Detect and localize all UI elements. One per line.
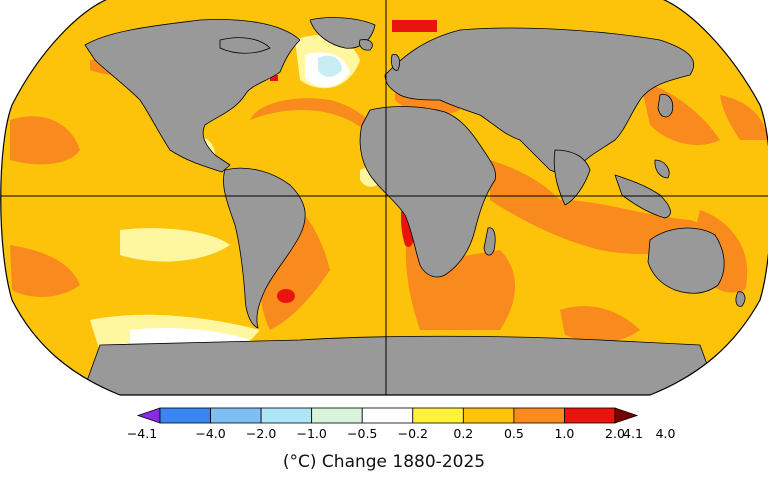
- colorbar-segment: [159, 407, 211, 424]
- colorbar-segment: [361, 407, 414, 424]
- colorbar-segment: [311, 407, 363, 424]
- land: [79, 17, 746, 395]
- colorbar: −4.1 −4.0 −2.0 −1.0 −0.5 −0.2 0.2 0.5 1.0 2.0 4.0 4…: [127, 407, 676, 441]
- colorbar-tick-label: 0.5: [504, 426, 524, 441]
- temperature-change-map: [0, 0, 768, 396]
- colorbar-tick-label: −2.0: [246, 426, 276, 441]
- colorbar-tick-label: 2.0: [605, 426, 625, 441]
- land-africa: [359, 106, 497, 278]
- colorbar-tick-label: 4.0: [656, 426, 676, 441]
- land-australia: [647, 227, 725, 294]
- colorbar-tick-label: 0.2: [453, 426, 473, 441]
- colorbar-tick-label: −0.2: [398, 426, 428, 441]
- colorbar-caption: (°C) Change 1880-2025: [282, 452, 486, 472]
- colorbar-tick-label: −0.5: [347, 426, 377, 441]
- land-arctic-islands: [219, 37, 271, 54]
- colorbar-segment: [513, 407, 565, 424]
- colorbar-segment: [564, 407, 616, 424]
- land-north-america: [84, 19, 301, 173]
- colorbar-extend-low: [136, 407, 161, 424]
- anomaly-paleblue: [318, 55, 342, 77]
- colorbar-extend-high: [614, 407, 639, 424]
- globe-outline: [0, 0, 768, 396]
- land-india: [553, 149, 591, 206]
- colorbar-segment: [412, 407, 464, 424]
- colorbar-tick-label: 4.1: [623, 426, 643, 441]
- colorbar-segment: [260, 407, 313, 424]
- land-eurasia: [384, 27, 695, 173]
- colorbar-tick-label: −4.0: [195, 426, 225, 441]
- colorbar-tick-label: −1.0: [296, 426, 326, 441]
- land-south-america: [223, 167, 306, 329]
- colorbar-tick-label: 1.0: [554, 426, 574, 441]
- colorbar-segment: [462, 407, 515, 424]
- colorbar-tick-label: −4.1: [127, 426, 157, 441]
- land-japan: [657, 93, 674, 118]
- land-madagascar: [483, 227, 496, 256]
- land-antarctica: [79, 335, 721, 395]
- colorbar-segment: [210, 407, 262, 424]
